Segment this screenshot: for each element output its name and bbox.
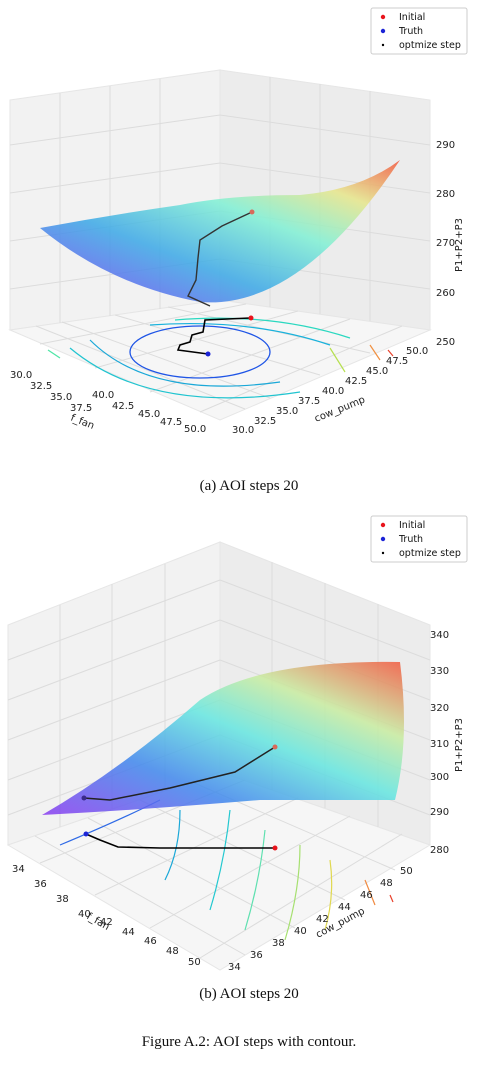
surface-plot-a: 250 260 270 280 290 P1+P2+P3 30.0 32.5 3… [8,7,468,436]
z-tick: 300 [430,772,449,783]
x-tick: 34 [12,864,25,875]
y-tick: 45.0 [366,366,388,377]
surface-step-path-b [83,746,276,801]
y-tick: 34 [228,962,241,973]
z-tick: 340 [430,630,449,641]
legend-a: Initial Truth optmize step [370,7,468,55]
z-ticks-b: 280 290 300 310 320 330 340 [430,630,449,856]
y-tick: 36 [250,950,263,961]
x-tick: 40.0 [92,390,114,401]
x-tick: 32.5 [30,381,52,392]
legend-truth-label: Truth [398,534,423,545]
z-tick: 310 [430,739,449,750]
legend-b: Initial Truth optmize step [370,515,468,563]
z-tick: 280 [436,189,455,200]
x-tick: 38 [56,894,69,905]
x-tick: 36 [34,879,47,890]
y-tick: 42 [316,914,329,925]
y-tick: 46 [360,890,373,901]
legend-box [370,515,468,563]
x-tick: 45.0 [138,409,160,420]
floor-truth-point-b [83,831,89,837]
z-axis-label-b: P1+P2+P3 [454,718,465,772]
y-tick: 37.5 [298,396,320,407]
legend-box [370,7,468,55]
z-tick: 280 [430,845,449,856]
x-ticks-a: 30.0 32.5 35.0 37.5 40.0 42.5 45.0 47.5 … [10,370,206,435]
z-tick: 260 [436,288,455,299]
contour-a [47,317,394,399]
figure-caption: Figure A.2: AOI steps with contour. [141,1034,357,1050]
legend-step-label: optmize step [399,548,461,559]
floor-step-path-a [176,317,251,355]
x-tick: 50 [188,957,201,968]
subcaption-b: (b) AOI steps 20 [199,986,299,1002]
floor-initial-point-b [272,845,278,851]
x-tick: 50.0 [184,424,206,435]
y-tick: 35.0 [276,406,298,417]
figure-b: 280 290 300 310 320 330 340 P1+P2+P3 34 … [0,510,498,990]
surface-initial-point-a [249,209,255,215]
y-tick: 32.5 [254,416,276,427]
surface-b [42,661,404,815]
x-axis-label-a: f_fan [69,413,96,432]
surface-initial-point-b [272,744,278,750]
floor-initial-point-a [248,315,254,321]
y-tick: 40 [294,926,307,937]
y-tick: 50 [400,866,413,877]
y-tick: 47.5 [386,356,408,367]
z-tick: 330 [430,666,449,677]
x-axis-label-b: f_fan [85,911,112,933]
legend-truth-label: Truth [398,26,423,37]
y-tick: 38 [272,938,285,949]
x-tick: 30.0 [10,370,32,381]
y-tick: 42.5 [345,376,367,387]
z-tick: 270 [436,238,455,249]
y-ticks-b: 34 36 38 40 42 44 46 48 50 [228,866,413,973]
z-tick: 320 [430,703,449,714]
legend-truth-marker [380,536,386,542]
x-tick: 44 [122,927,135,938]
z-tick: 250 [436,337,455,348]
legend-truth-marker [380,28,386,34]
legend-initial-marker [380,522,386,528]
surface-truth-point-b [81,795,87,801]
y-axis-label-a: cow_pump [313,395,367,425]
x-tick: 35.0 [50,392,72,403]
x-ticks-b: 34 36 38 40 42 44 46 48 50 [12,864,201,968]
z-tick: 290 [430,807,449,818]
z-axis-label-a: P1+P2+P3 [454,218,465,272]
floor-step-path-b [85,833,275,849]
legend-step-label: optmize step [399,40,461,51]
z-tick: 290 [436,140,455,151]
y-tick: 40.0 [322,386,344,397]
legend-step-marker [381,551,385,555]
figure-a: 250 260 270 280 290 P1+P2+P3 30.0 32.5 3… [0,0,498,470]
x-tick: 46 [144,936,157,947]
x-tick: 48 [166,946,179,957]
y-ticks-a: 30.0 32.5 35.0 37.5 40.0 42.5 45.0 47.5 … [232,346,428,436]
y-tick: 30.0 [232,425,254,436]
legend-initial-label: Initial [399,520,425,531]
surface-a [40,160,400,303]
surface-step-path-a [187,211,253,307]
z-ticks-a: 250 260 270 280 290 [436,140,455,348]
legend-initial-label: Initial [399,12,425,23]
x-tick: 47.5 [160,417,182,428]
legend-initial-marker [380,14,386,20]
y-tick: 44 [338,902,351,913]
floor-truth-point-a [205,351,211,357]
floor-pane [8,299,432,421]
x-tick: 42.5 [112,401,134,412]
x-tick: 37.5 [70,403,92,414]
x-tick: 40 [78,909,91,920]
y-tick: 50.0 [406,346,428,357]
legend-step-marker [381,43,385,47]
surface-plot-b: 280 290 300 310 320 330 340 P1+P2+P3 34 … [6,515,468,973]
subcaption-a: (a) AOI steps 20 [199,478,299,494]
x-tick: 42 [100,917,113,928]
y-tick: 48 [380,878,393,889]
